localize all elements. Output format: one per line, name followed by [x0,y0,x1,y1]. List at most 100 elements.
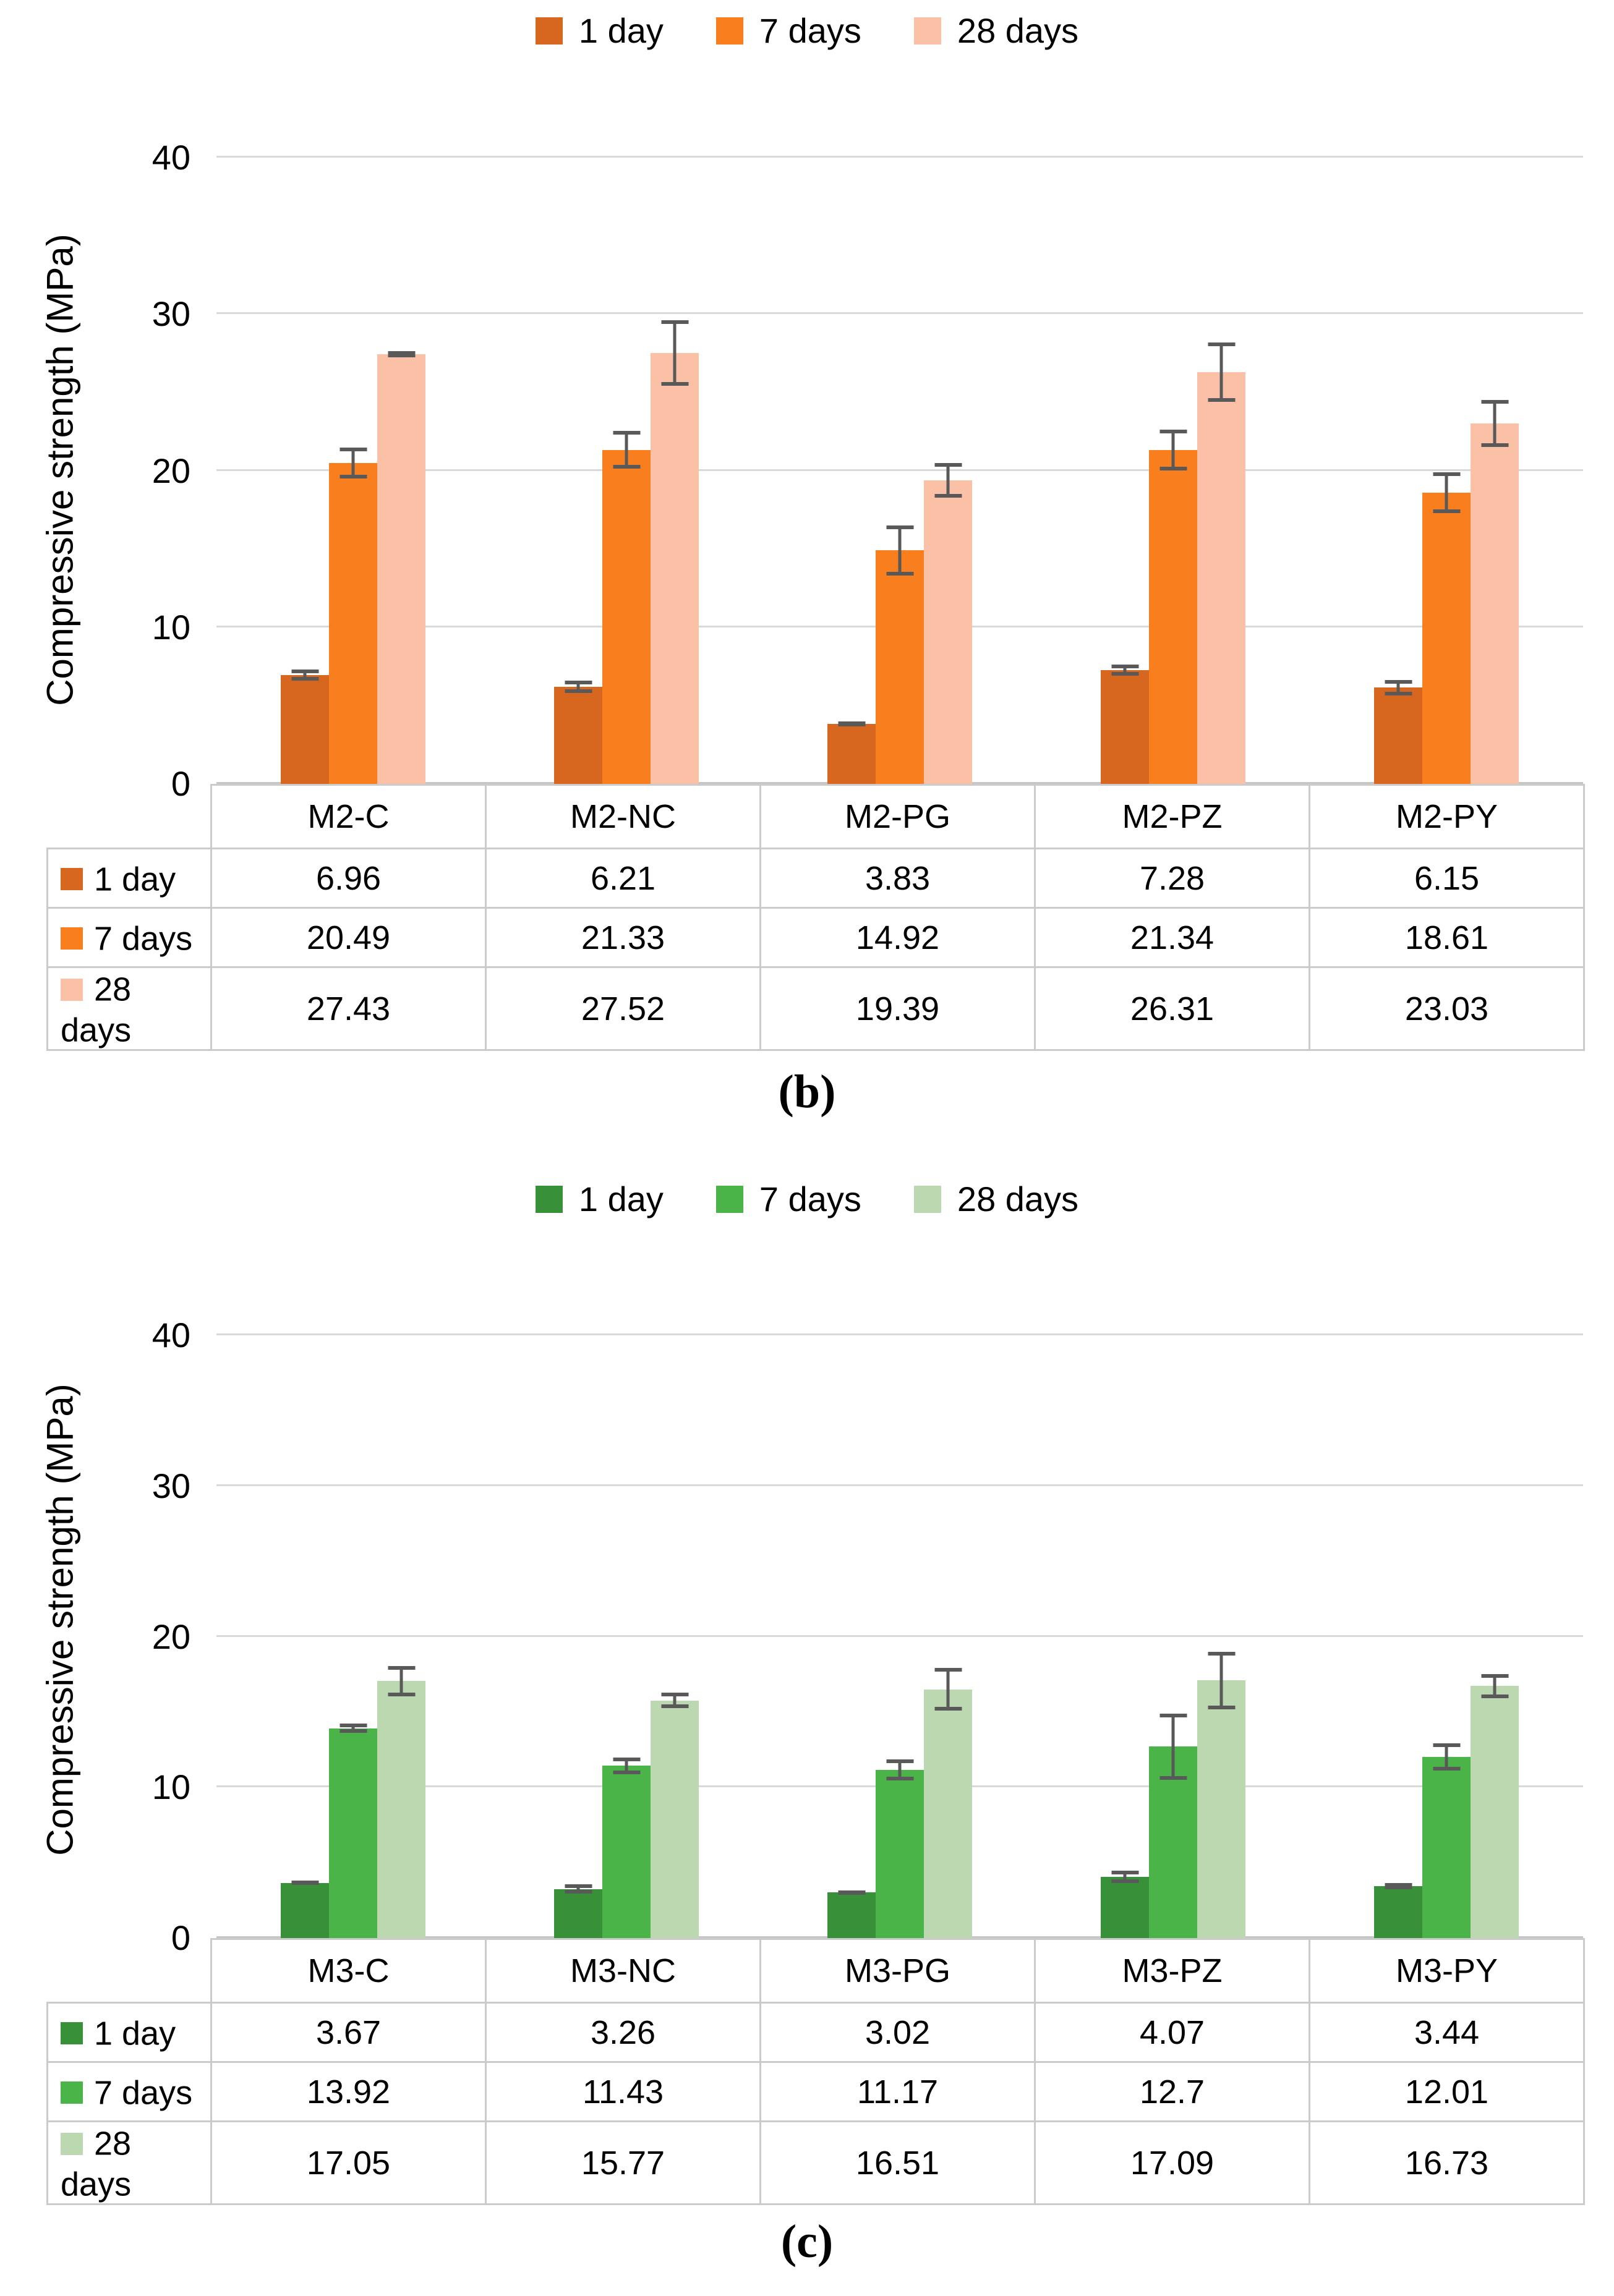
error-bar [399,351,403,358]
chart-b-plot-area: 0 10 20 30 40 [152,140,1583,801]
legend-swatch [913,1186,941,1213]
error-bar [351,1724,355,1733]
bar-group-m3-pg [763,1335,1036,1938]
y-tick-label-10: 10 [152,607,190,647]
legend-key-swatch [61,2081,83,2104]
legend-key-swatch [61,2132,83,2155]
gridline-20 [216,1635,1583,1637]
table-value-cell: 13.92 [210,2061,487,2122]
category-header: M2-PG [759,784,1036,849]
legend-label: 28 days [957,11,1079,50]
category-header: M2-C [210,784,487,849]
y-tick-label-30: 30 [152,1466,190,1505]
bar-m2-pg-28-days [924,463,972,784]
bar-group-m2-c [216,158,490,784]
bar-group-m3-pz [1036,1335,1310,1938]
error-bar [898,525,902,576]
table-value-cell: 4.07 [1034,2002,1310,2063]
error-bar [1396,679,1400,695]
chart-b-legend: 1 day 7 days 28 days [0,6,1614,56]
table-row: 7 days 20.49 21.33 14.92 21.34 18.61 [46,907,1585,968]
table-value-cell: 20.49 [210,907,487,968]
y-tick-label-40: 40 [152,1316,190,1354]
y-tick-label-20: 20 [152,451,190,490]
legend-label: 1 day [578,11,664,50]
error-bar [303,669,307,681]
y-tick-label-20: 20 [152,1617,190,1656]
legend-swatch [535,17,563,45]
y-tick-label-30: 30 [152,294,190,334]
legend-swatch [715,1186,743,1213]
error-bar [1171,429,1175,470]
category-header: M2-PY [1309,784,1585,849]
error-bar [1493,1673,1497,1698]
gridline-40 [216,156,1583,158]
bar-m2-pg-7-days [876,525,924,784]
y-axis-title: Compressive strength (MPa) [39,1384,81,1856]
bar-m2-py-28-days [1471,399,1519,784]
legend-item: 7 days [715,14,861,48]
bar-m2-pg-1-day [827,721,876,784]
table-value-cell: 6.21 [485,848,761,909]
table-value-cell: 16.51 [759,2120,1036,2206]
category-header: M3-NC [485,1938,761,2004]
error-bar [1445,1743,1448,1771]
category-header: M2-PZ [1034,784,1310,849]
bar-m3-pg-28-days [924,1668,972,1938]
table-value-cell: 3.26 [485,2002,761,2063]
error-bar [946,1668,950,1711]
bar-group-m3-py [1310,1335,1583,1938]
table-row: 28 days 17.05 15.77 16.51 17.09 16.73 [46,2120,1585,2206]
legend-item: 1 day [535,11,664,50]
bar-group-m3-nc [490,1335,763,1938]
table-value-cell: 17.05 [210,2120,487,2206]
table-value-cell: 15.77 [485,2120,761,2206]
error-bar [1493,399,1497,447]
error-bar [625,1758,628,1774]
chart-c-legend: 1 day 7 days 28 days [0,1175,1614,1224]
table-row: 1 day 6.96 6.21 3.83 7.28 6.15 [46,848,1585,909]
table-row: 28 days 27.43 27.52 19.39 26.31 23.03 [46,966,1585,1052]
error-bar [303,1880,307,1886]
category-header: M3-PY [1309,1938,1585,2004]
bar-group-m2-pz [1036,158,1310,784]
bar-groups [216,1335,1583,1938]
y-tick-label-40: 40 [152,138,190,177]
table-value-cell: 3.44 [1309,2002,1585,2063]
row-label-text: 1 day [94,861,176,898]
row-label-text: 7 days [94,920,193,958]
bar-m2-c-7-days [329,447,377,784]
row-label-cell: 7 days [46,2061,212,2122]
bar-m3-c-28-days [377,1666,425,1938]
bar-m2-c-1-day [281,669,329,784]
gridline-30 [216,1484,1583,1486]
bar-groups [216,158,1583,784]
table-value-cell: 3.83 [759,848,1036,909]
error-bar [1123,1871,1127,1883]
bar-group-m2-py [1310,158,1583,784]
error-bar [850,721,853,726]
error-bar [1219,1652,1223,1709]
bar-group-m2-pg [763,158,1036,784]
table-value-cell: 16.73 [1309,2120,1585,2206]
bar-m3-pz-7-days [1149,1713,1197,1938]
table-value-cell: 19.39 [759,966,1036,1052]
table-value-cell: 14.92 [759,907,1036,968]
category-header: M2-NC [485,784,761,849]
gridline-30 [216,312,1583,315]
bar-m3-py-7-days [1422,1743,1471,1938]
table-row: 1 day 3.67 3.26 3.02 4.07 3.44 [46,2002,1585,2063]
error-bar [1445,472,1448,513]
row-label-cell: 28 days [46,2120,212,2206]
bar-m3-nc-7-days [602,1758,651,1938]
legend-label: 28 days [957,1180,1079,1218]
gridline-20 [216,469,1583,471]
row-label-cell: 7 days [46,907,212,968]
bar-m2-nc-1-day [554,680,602,784]
error-bar [625,431,628,469]
row-label-text: 1 day [94,2015,176,2052]
error-bar [576,680,580,693]
row-label-cell: 28 days [46,966,212,1052]
legend-key-swatch [61,868,83,891]
